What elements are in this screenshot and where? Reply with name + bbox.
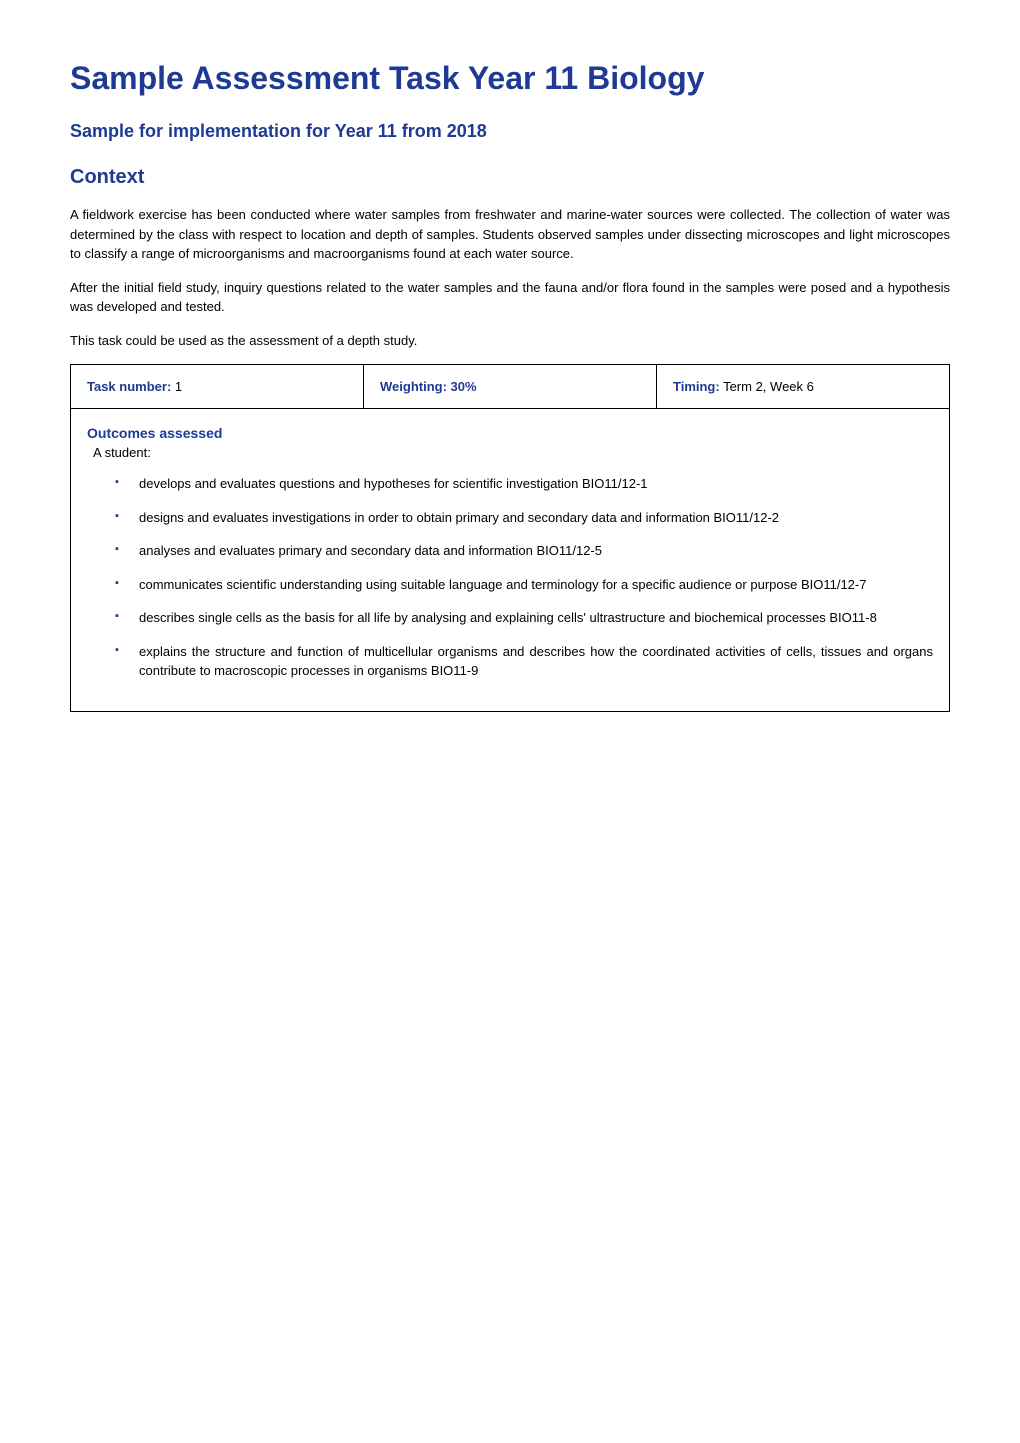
task-number-value: 1: [171, 379, 182, 394]
timing-value: Term 2, Week 6: [720, 379, 814, 394]
task-table: Task number: 1 Weighting: 30% Timing: Te…: [70, 364, 950, 712]
task-header-row: Task number: 1 Weighting: 30% Timing: Te…: [71, 365, 950, 409]
outcome-item: describes single cells as the basis for …: [115, 608, 933, 628]
outcomes-row: Outcomes assessed A student: develops an…: [71, 409, 950, 712]
weighting-value: 30%: [447, 379, 477, 394]
page-title: Sample Assessment Task Year 11 Biology: [70, 60, 950, 97]
page-subtitle: Sample for implementation for Year 11 fr…: [70, 121, 950, 142]
weighting-cell: Weighting: 30%: [364, 365, 657, 409]
outcomes-heading: Outcomes assessed: [87, 425, 933, 441]
outcome-item: designs and evaluates investigations in …: [115, 508, 933, 528]
context-paragraph: After the initial field study, inquiry q…: [70, 278, 950, 317]
task-number-label: Task number:: [87, 379, 171, 394]
outcomes-cell: Outcomes assessed A student: develops an…: [71, 409, 950, 712]
timing-label: Timing:: [673, 379, 720, 394]
outcome-item: communicates scientific understanding us…: [115, 575, 933, 595]
context-heading: Context: [70, 166, 950, 189]
outcome-item: analyses and evaluates primary and secon…: [115, 541, 933, 561]
context-paragraph: A fieldwork exercise has been conducted …: [70, 205, 950, 264]
context-paragraph: This task could be used as the assessmen…: [70, 331, 950, 351]
outcome-item: develops and evaluates questions and hyp…: [115, 474, 933, 494]
outcome-item: explains the structure and function of m…: [115, 642, 933, 681]
task-number-cell: Task number: 1: [71, 365, 364, 409]
outcomes-intro: A student:: [93, 445, 933, 460]
weighting-label: Weighting:: [380, 379, 447, 394]
timing-cell: Timing: Term 2, Week 6: [657, 365, 950, 409]
outcomes-list: develops and evaluates questions and hyp…: [87, 474, 933, 681]
